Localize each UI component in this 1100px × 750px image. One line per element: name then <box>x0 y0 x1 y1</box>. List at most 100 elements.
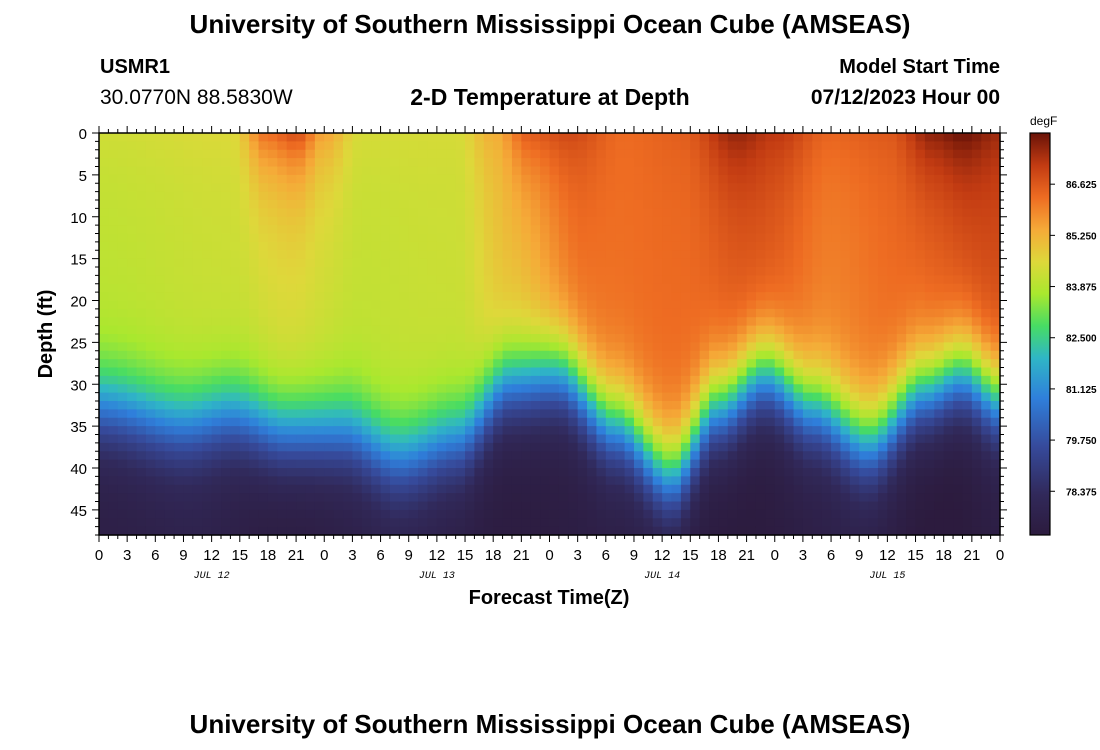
heatmap-cell <box>164 451 175 461</box>
heatmap-cell <box>164 258 175 268</box>
heatmap-cell <box>221 283 231 293</box>
heatmap-cell <box>765 342 776 352</box>
heatmap-cell <box>99 442 109 452</box>
x-tick-label: 18 <box>485 547 502 564</box>
heatmap-cell <box>924 141 935 151</box>
heatmap-cell <box>117 300 128 310</box>
heatmap-cell <box>755 476 766 486</box>
heatmap-cell <box>145 409 156 419</box>
heatmap-cell <box>108 325 119 335</box>
heatmap-cell <box>802 401 813 410</box>
heatmap-cell <box>943 442 954 452</box>
heatmap-cell <box>887 250 898 260</box>
heatmap-cell <box>521 308 532 318</box>
heatmap-cell <box>990 384 1001 394</box>
heatmap-cell <box>455 300 466 310</box>
heatmap-cell <box>427 367 438 377</box>
heatmap-cell <box>587 275 598 285</box>
heatmap-cell <box>221 459 231 469</box>
heatmap-cell <box>859 174 870 184</box>
heatmap-cell <box>380 141 391 151</box>
heatmap-cell <box>990 334 1001 343</box>
heatmap-cell <box>361 317 372 327</box>
heatmap-cell <box>127 484 138 494</box>
heatmap-cell <box>662 216 673 226</box>
heatmap-cell <box>633 174 644 184</box>
heatmap-cell <box>164 183 175 193</box>
heatmap-cell <box>343 334 354 343</box>
heatmap-cell <box>183 468 194 477</box>
heatmap-cell <box>802 241 813 251</box>
heatmap-cell <box>202 216 213 226</box>
heatmap-cell <box>333 476 344 486</box>
heatmap-cell <box>296 158 307 168</box>
heatmap-cell <box>117 426 128 436</box>
heatmap-cell <box>436 409 447 419</box>
heatmap-cell <box>953 409 964 419</box>
heatmap-cell <box>239 275 250 285</box>
heatmap-cell <box>305 359 316 369</box>
heatmap-cell <box>465 342 476 352</box>
heatmap-cell <box>915 426 926 436</box>
heatmap-cell <box>915 401 926 410</box>
heatmap-cell <box>549 317 560 327</box>
heatmap-cell <box>136 183 147 193</box>
heatmap-cell <box>849 208 860 218</box>
heatmap-cell <box>596 509 607 519</box>
heatmap-cell <box>915 174 926 184</box>
heatmap-cell <box>868 334 879 343</box>
heatmap-cell <box>915 208 926 218</box>
heatmap-cell <box>380 342 391 352</box>
heatmap-cell <box>896 300 907 310</box>
heatmap-cell <box>774 200 785 209</box>
heatmap-cell <box>155 292 166 302</box>
heatmap-cell <box>690 509 701 519</box>
heatmap-cell <box>155 367 166 377</box>
heatmap-cell <box>239 350 250 360</box>
heatmap-cell <box>662 417 673 427</box>
heatmap-cell <box>877 300 888 310</box>
heatmap-cell <box>174 275 185 285</box>
heatmap-cell <box>493 342 504 352</box>
heatmap-cell <box>286 174 297 184</box>
heatmap-cell <box>211 267 222 276</box>
heatmap-cell <box>418 509 429 519</box>
heatmap-cell <box>812 258 823 268</box>
heatmap-cell <box>314 442 325 452</box>
heatmap-cell <box>380 493 391 503</box>
heatmap-cell <box>333 442 344 452</box>
heatmap-cell <box>671 141 682 151</box>
heatmap-cell <box>164 359 175 369</box>
heatmap-cell <box>192 493 203 503</box>
heatmap-cell <box>877 417 888 427</box>
heatmap-cell <box>934 350 945 360</box>
heatmap-cell <box>624 342 635 352</box>
heatmap-cell <box>540 426 551 436</box>
heatmap-cell <box>511 342 522 352</box>
heatmap-cell <box>558 174 569 184</box>
heatmap-cell <box>530 292 541 302</box>
heatmap-cell <box>765 275 776 285</box>
heatmap-cell <box>718 409 729 419</box>
heatmap-cell <box>192 526 203 536</box>
heatmap-cell <box>877 334 888 343</box>
heatmap-cell <box>521 158 532 168</box>
heatmap-cell <box>418 493 429 503</box>
heatmap-cell <box>868 225 879 235</box>
heatmap-cell <box>990 183 1001 193</box>
heatmap-cell <box>174 233 185 243</box>
heatmap-cell <box>202 200 213 209</box>
heatmap-cell <box>117 484 128 494</box>
heatmap-cell <box>774 518 785 528</box>
heatmap-cell <box>699 241 710 251</box>
heatmap-cell <box>596 133 607 142</box>
heatmap-cell <box>821 359 832 369</box>
heatmap-cell <box>221 434 231 444</box>
heatmap-cell <box>436 384 447 394</box>
heatmap-cell <box>802 392 813 402</box>
heatmap-cell <box>755 334 766 343</box>
heatmap-cell <box>793 149 804 159</box>
heatmap-cell <box>286 359 297 369</box>
heatmap-cell <box>990 518 1001 528</box>
heatmap-cell <box>755 292 766 302</box>
